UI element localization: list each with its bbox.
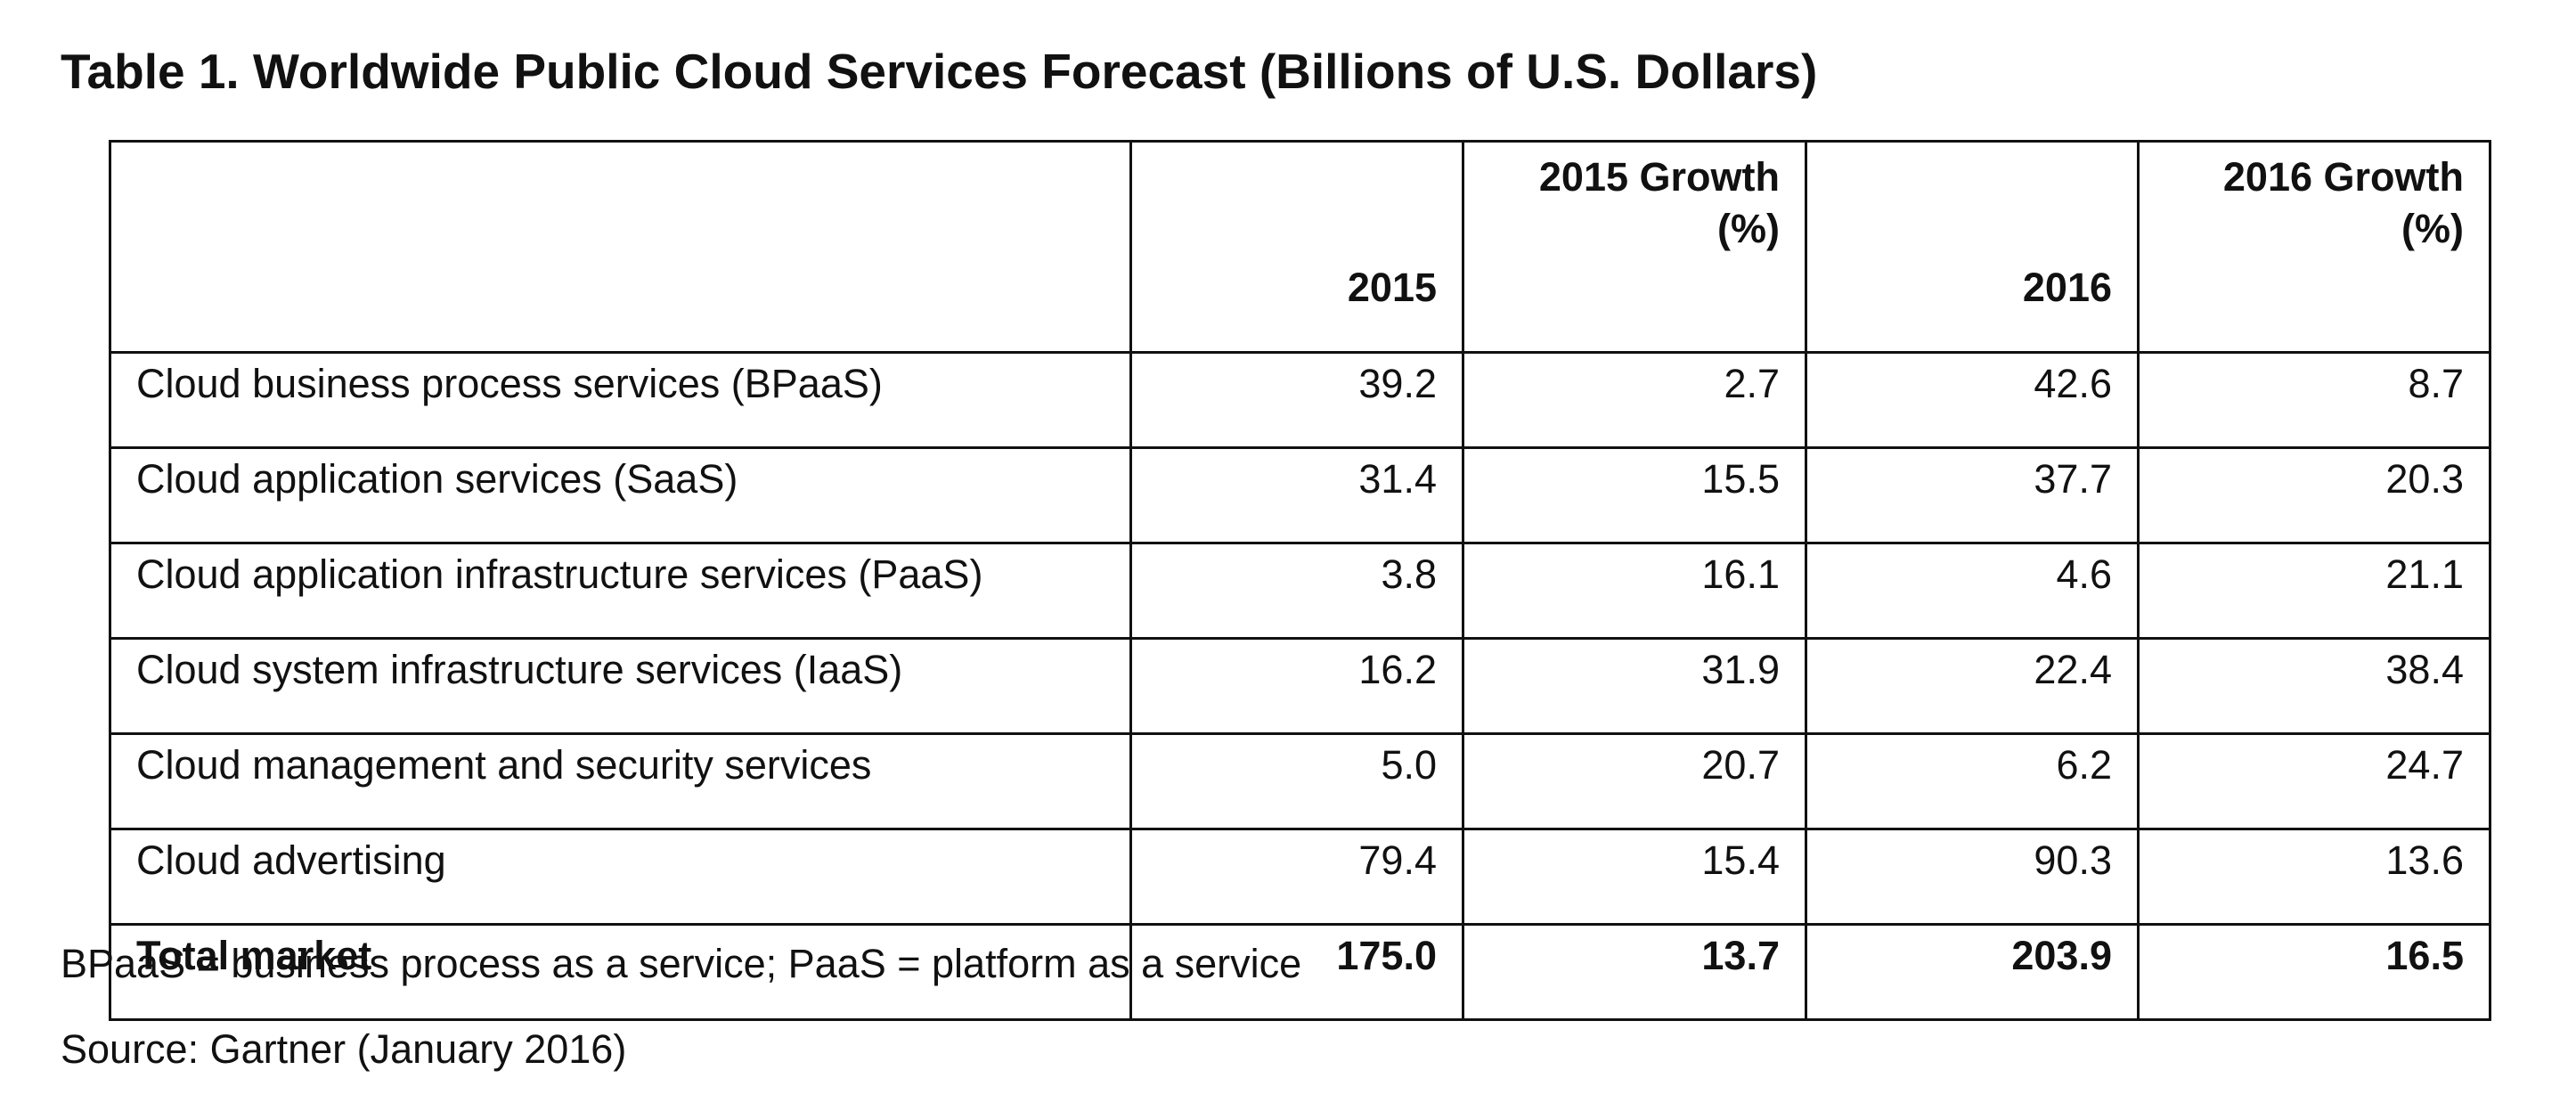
- value-2016: 22.4: [1805, 637, 2140, 735]
- total-row: Total market 175.0 13.7 203.9 16.5: [109, 923, 2491, 1021]
- value-2015: 16.2: [1129, 637, 1464, 735]
- header-2015: 2015: [1129, 140, 1464, 354]
- source-note: Source: Gartner (January 2016): [61, 1026, 627, 1072]
- growth-2015: 31.9: [1462, 637, 1807, 735]
- header-2016: 2016: [1805, 140, 2140, 354]
- growth-2015: 16.1: [1462, 542, 1807, 640]
- growth-2016: 24.7: [2137, 732, 2491, 830]
- value-2016: 6.2: [1805, 732, 2140, 830]
- growth-2016: 20.3: [2137, 446, 2491, 544]
- row-label: Cloud business process services (BPaaS): [109, 351, 1132, 449]
- table-row: Cloud management and security services 5…: [109, 732, 2491, 830]
- value-2015: 79.4: [1129, 828, 1464, 926]
- value-2016: 37.7: [1805, 446, 2140, 544]
- growth-2016: 13.6: [2137, 828, 2491, 926]
- total-growth-2015: 13.7: [1462, 923, 1807, 1021]
- row-label: Cloud advertising: [109, 828, 1132, 926]
- value-2016: 4.6: [1805, 542, 2140, 640]
- total-growth-2016: 16.5: [2137, 923, 2491, 1021]
- table-row: Cloud advertising 79.4 15.4 90.3 13.6: [109, 828, 2491, 926]
- value-2015: 31.4: [1129, 446, 1464, 544]
- table-row: Cloud business process services (BPaaS) …: [109, 351, 2491, 449]
- value-2015: 39.2: [1129, 351, 1464, 449]
- total-label: Total market: [109, 923, 1132, 1021]
- table-title: Table 1. Worldwide Public Cloud Services…: [61, 44, 1818, 99]
- header-row: 2015 2015 Growth (%) 2016 2016 Growth (%…: [109, 140, 2491, 354]
- header-category: [109, 140, 1132, 354]
- value-2016: 42.6: [1805, 351, 2140, 449]
- row-label: Cloud management and security services: [109, 732, 1132, 830]
- growth-2015: 15.4: [1462, 828, 1807, 926]
- value-2015: 3.8: [1129, 542, 1464, 640]
- value-2015: 5.0: [1129, 732, 1464, 830]
- growth-2015: 20.7: [1462, 732, 1807, 830]
- forecast-table: 2015 2015 Growth (%) 2016 2016 Growth (%…: [109, 140, 2491, 1021]
- growth-2016: 38.4: [2137, 637, 2491, 735]
- header-2015-growth: 2015 Growth (%): [1462, 140, 1807, 354]
- value-2016: 90.3: [1805, 828, 2140, 926]
- growth-2016: 21.1: [2137, 542, 2491, 640]
- growth-2015: 2.7: [1462, 351, 1807, 449]
- growth-2016: 8.7: [2137, 351, 2491, 449]
- table-row: Cloud system infrastructure services (Ia…: [109, 637, 2491, 735]
- row-label: Cloud application infrastructure service…: [109, 542, 1132, 640]
- total-2016: 203.9: [1805, 923, 2140, 1021]
- row-label: Cloud application services (SaaS): [109, 446, 1132, 544]
- header-2016-growth: 2016 Growth (%): [2137, 140, 2491, 354]
- table-row: Cloud application services (SaaS) 31.4 1…: [109, 446, 2491, 544]
- growth-2015: 15.5: [1462, 446, 1807, 544]
- row-label: Cloud system infrastructure services (Ia…: [109, 637, 1132, 735]
- total-2015: 175.0: [1129, 923, 1464, 1021]
- table-row: Cloud application infrastructure service…: [109, 542, 2491, 640]
- footnote: BPaaS = business process as a service; P…: [61, 941, 1302, 986]
